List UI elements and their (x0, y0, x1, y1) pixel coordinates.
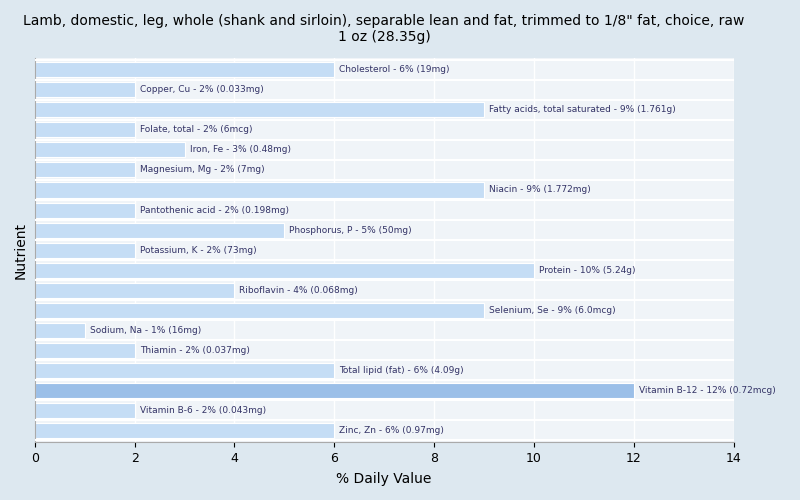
Text: Thiamin - 2% (0.037mg): Thiamin - 2% (0.037mg) (140, 346, 250, 355)
Text: Protein - 10% (5.24g): Protein - 10% (5.24g) (539, 266, 635, 274)
Bar (35, 182, 484, 198)
Text: Magnesium, Mg - 2% (7mg): Magnesium, Mg - 2% (7mg) (140, 166, 264, 174)
Title: Lamb, domestic, leg, whole (shank and sirloin), separable lean and fat, trimmed : Lamb, domestic, leg, whole (shank and si… (23, 14, 745, 44)
Text: Total lipid (fat) - 6% (4.09g): Total lipid (fat) - 6% (4.09g) (339, 366, 464, 375)
Bar (35, 322, 85, 338)
Text: Fatty acids, total saturated - 9% (1.761g): Fatty acids, total saturated - 9% (1.761… (489, 106, 676, 114)
Text: Vitamin B-12 - 12% (0.72mcg): Vitamin B-12 - 12% (0.72mcg) (638, 386, 775, 395)
Text: Copper, Cu - 2% (0.033mg): Copper, Cu - 2% (0.033mg) (140, 86, 263, 94)
Bar (35, 423, 334, 438)
Y-axis label: Nutrient: Nutrient (14, 222, 28, 278)
Text: Selenium, Se - 9% (6.0mcg): Selenium, Se - 9% (6.0mcg) (489, 306, 615, 314)
Text: Cholesterol - 6% (19mg): Cholesterol - 6% (19mg) (339, 66, 450, 74)
Bar (35, 383, 634, 398)
Text: Vitamin B-6 - 2% (0.043mg): Vitamin B-6 - 2% (0.043mg) (140, 406, 266, 415)
Bar (35, 403, 134, 418)
Bar (35, 162, 134, 178)
Bar (35, 343, 134, 358)
Bar (35, 102, 484, 118)
Text: Iron, Fe - 3% (0.48mg): Iron, Fe - 3% (0.48mg) (190, 146, 290, 154)
Bar (35, 302, 484, 318)
Bar (35, 142, 185, 158)
Text: Phosphorus, P - 5% (50mg): Phosphorus, P - 5% (50mg) (290, 226, 412, 234)
Text: Zinc, Zn - 6% (0.97mg): Zinc, Zn - 6% (0.97mg) (339, 426, 444, 435)
Text: Pantothenic acid - 2% (0.198mg): Pantothenic acid - 2% (0.198mg) (140, 206, 289, 214)
Text: Niacin - 9% (1.772mg): Niacin - 9% (1.772mg) (489, 186, 590, 194)
Bar (35, 242, 134, 258)
Bar (35, 122, 134, 138)
Bar (35, 262, 534, 278)
Bar (35, 363, 334, 378)
Text: Potassium, K - 2% (73mg): Potassium, K - 2% (73mg) (140, 246, 256, 254)
Bar (35, 82, 134, 98)
Bar (35, 282, 234, 298)
Text: Sodium, Na - 1% (16mg): Sodium, Na - 1% (16mg) (90, 326, 201, 334)
Bar (35, 222, 284, 238)
X-axis label: % Daily Value: % Daily Value (337, 472, 432, 486)
Text: Riboflavin - 4% (0.068mg): Riboflavin - 4% (0.068mg) (239, 286, 358, 294)
Bar (35, 202, 134, 218)
Bar (35, 62, 334, 78)
Text: Folate, total - 2% (6mcg): Folate, total - 2% (6mcg) (140, 126, 252, 134)
